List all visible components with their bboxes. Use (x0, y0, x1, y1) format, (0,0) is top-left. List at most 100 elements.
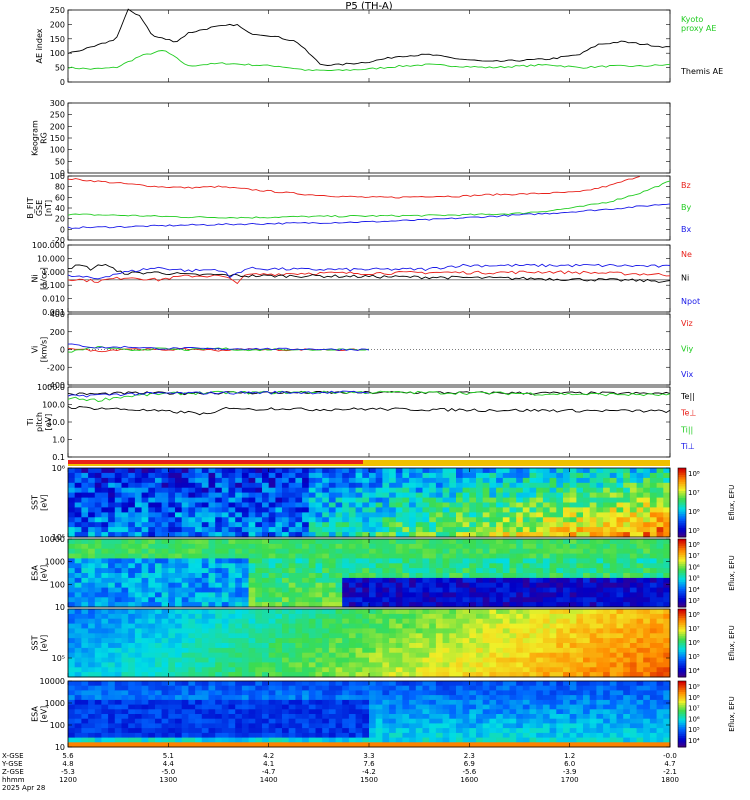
sst-ion-cell (429, 517, 437, 523)
sst-electron-cell (422, 647, 430, 654)
sst-ion-cell (208, 507, 216, 513)
esa-electron-cell (134, 737, 143, 743)
sst-ion-cell (636, 482, 644, 489)
sst-electron-cell (482, 657, 490, 663)
esa-ion-cell (649, 577, 658, 584)
sst-electron-cell (302, 609, 310, 615)
sst-ion-cell (422, 512, 430, 518)
sst-ion-cell (489, 487, 497, 494)
sst-ion-cell (415, 487, 423, 494)
sst-ion-cell (516, 522, 524, 528)
esa-ion-cell (609, 577, 617, 584)
sst-ion-cell (282, 497, 290, 503)
sst-electron-cell (649, 623, 658, 629)
esa-electron-cell (74, 732, 82, 739)
sst-ion-cell (623, 532, 631, 538)
sst-ion-cell (268, 512, 276, 518)
sst-electron-cell (563, 609, 571, 615)
sst-ion-cell (583, 468, 591, 474)
esa-ion-cell (536, 573, 544, 579)
sst-ion-cell (188, 472, 196, 479)
sst-ion-cell (362, 507, 370, 513)
sst-ion-cell (636, 517, 644, 523)
sst-electron-cell (509, 667, 517, 673)
sst-ion-cell (663, 472, 671, 479)
esa-electron-cell (128, 723, 136, 729)
sst-ion-cell (583, 517, 591, 523)
esa-ion-cell (175, 568, 183, 574)
sst-ion-cell (101, 512, 109, 518)
sst-ion-cell (121, 482, 129, 489)
sst-electron-cell (128, 628, 136, 634)
sst-electron-cell (348, 613, 357, 620)
esa-ion-cell (623, 543, 631, 550)
sst-ion-colorbar-segment (678, 472, 686, 476)
esa-ion-cell (155, 553, 163, 559)
sst-electron-cell (108, 638, 116, 644)
sst-electron-cell (456, 633, 464, 639)
esa-ion-cell (656, 602, 664, 608)
sst-electron-colorbar-segment (678, 611, 686, 615)
sst-ion-cell (74, 468, 82, 474)
sst-electron-cell (623, 652, 631, 659)
sst-ion-cell (516, 517, 524, 523)
sst-electron-colorbar-segment (678, 670, 686, 673)
sst-electron-cell (429, 613, 437, 620)
sst-ion-cell (429, 522, 437, 528)
sst-electron-cell (596, 672, 604, 678)
sst-electron-colorbar-segment (678, 627, 686, 630)
sst-electron-cell (94, 623, 102, 629)
sst-ion-cell (476, 492, 484, 498)
sst-ion-cell (322, 512, 330, 518)
esa-ion-cell (629, 568, 638, 574)
esa-electron-cell (369, 681, 377, 687)
esa-ion-cell (542, 568, 551, 574)
esa-electron-cell (221, 737, 229, 743)
esa-ion-cell (322, 587, 330, 593)
esa-ion-cell (188, 563, 196, 569)
sst-ion-cell (482, 487, 490, 494)
sst-electron-cell (308, 633, 316, 639)
esa-electron-cell (181, 728, 189, 734)
sst-ion-cell (382, 517, 390, 523)
esa-electron-cell (288, 681, 296, 687)
esa-electron-cell (268, 742, 276, 748)
density-series-0 (67, 270, 671, 285)
sst-electron-cell (241, 609, 250, 615)
esa-electron-cell (141, 714, 149, 720)
sst-electron-cell (348, 662, 357, 668)
esa-ion-cell (161, 582, 169, 589)
sst-electron-cell (609, 628, 617, 634)
esa-electron-cell (382, 704, 390, 710)
esa-electron-cell (375, 718, 383, 724)
sst-ion-cell (435, 468, 444, 474)
sst-electron-cell (429, 662, 437, 668)
esa-electron-cell (208, 742, 216, 748)
sst-electron-cell (375, 672, 383, 678)
esa-ion-cell (282, 597, 290, 603)
esa-electron-cell (175, 681, 183, 687)
esa-ion-cell (596, 582, 604, 589)
sst-ion-cell (569, 497, 577, 503)
sst-electron-cell (402, 613, 410, 620)
esa-electron-cell (369, 737, 377, 743)
esa-electron-cell (302, 728, 310, 734)
esa-ion-cell (315, 592, 323, 598)
sst-electron-cell (616, 652, 624, 659)
esa-ion-cell (108, 573, 116, 579)
esa-ion-cell (489, 573, 497, 579)
esa-electron-cell (308, 732, 316, 739)
sst-electron-cell (362, 618, 370, 625)
esa-electron-cell (128, 704, 136, 710)
esa-ion-cell (563, 573, 571, 579)
sst-ion-cell (663, 482, 671, 489)
sst-ion-cell (335, 527, 343, 533)
sst-electron-cell (262, 618, 270, 625)
sst-ion-cell (288, 517, 296, 523)
esa-ion-cell (148, 602, 156, 608)
esa-ion-cell (282, 568, 290, 574)
sst-electron-cell (335, 633, 343, 639)
sst-electron-cell (629, 613, 638, 620)
sst-electron-cell (415, 633, 423, 639)
sst-ion-cell (275, 492, 283, 498)
